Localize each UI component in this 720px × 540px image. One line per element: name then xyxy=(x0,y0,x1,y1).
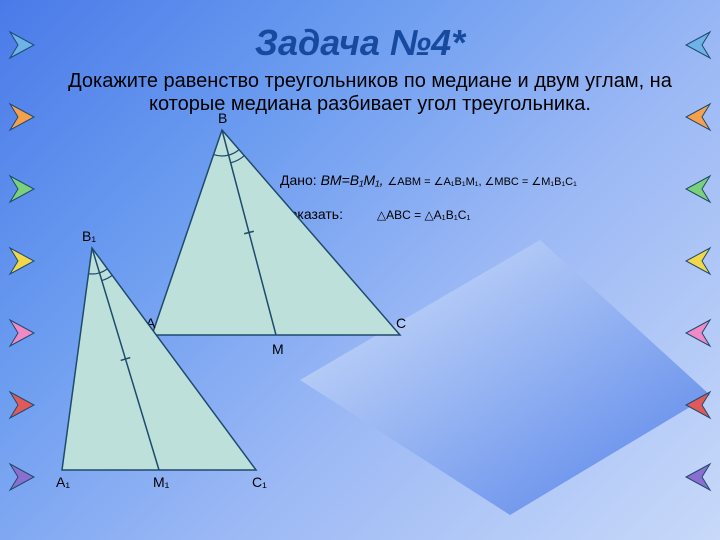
nav-arrow-right-6[interactable] xyxy=(680,460,714,494)
nav-arrow-right-5[interactable] xyxy=(680,388,714,422)
slide: Задача №4* Докажите равенство треугольни… xyxy=(0,0,720,540)
label-c1: C₁ xyxy=(252,474,267,490)
nav-arrow-left-4[interactable] xyxy=(6,316,40,350)
nav-arrow-right-2[interactable] xyxy=(680,172,714,206)
nav-arrow-left-3[interactable] xyxy=(6,244,40,278)
nav-arrow-right-4[interactable] xyxy=(680,316,714,350)
nav-arrow-left-5[interactable] xyxy=(6,388,40,422)
label-a1: A₁ xyxy=(56,474,70,490)
label-b1: B₁ xyxy=(82,228,96,244)
triangle-a1b1c1 xyxy=(0,0,720,540)
nav-arrow-left-1[interactable] xyxy=(6,100,40,134)
nav-arrow-left-0[interactable] xyxy=(6,28,40,62)
nav-arrow-left-2[interactable] xyxy=(6,172,40,206)
nav-arrow-right-3[interactable] xyxy=(680,244,714,278)
nav-arrow-left-6[interactable] xyxy=(6,460,40,494)
nav-arrow-right-0[interactable] xyxy=(680,28,714,62)
nav-arrow-right-1[interactable] xyxy=(680,100,714,134)
label-m1: M₁ xyxy=(153,474,169,490)
